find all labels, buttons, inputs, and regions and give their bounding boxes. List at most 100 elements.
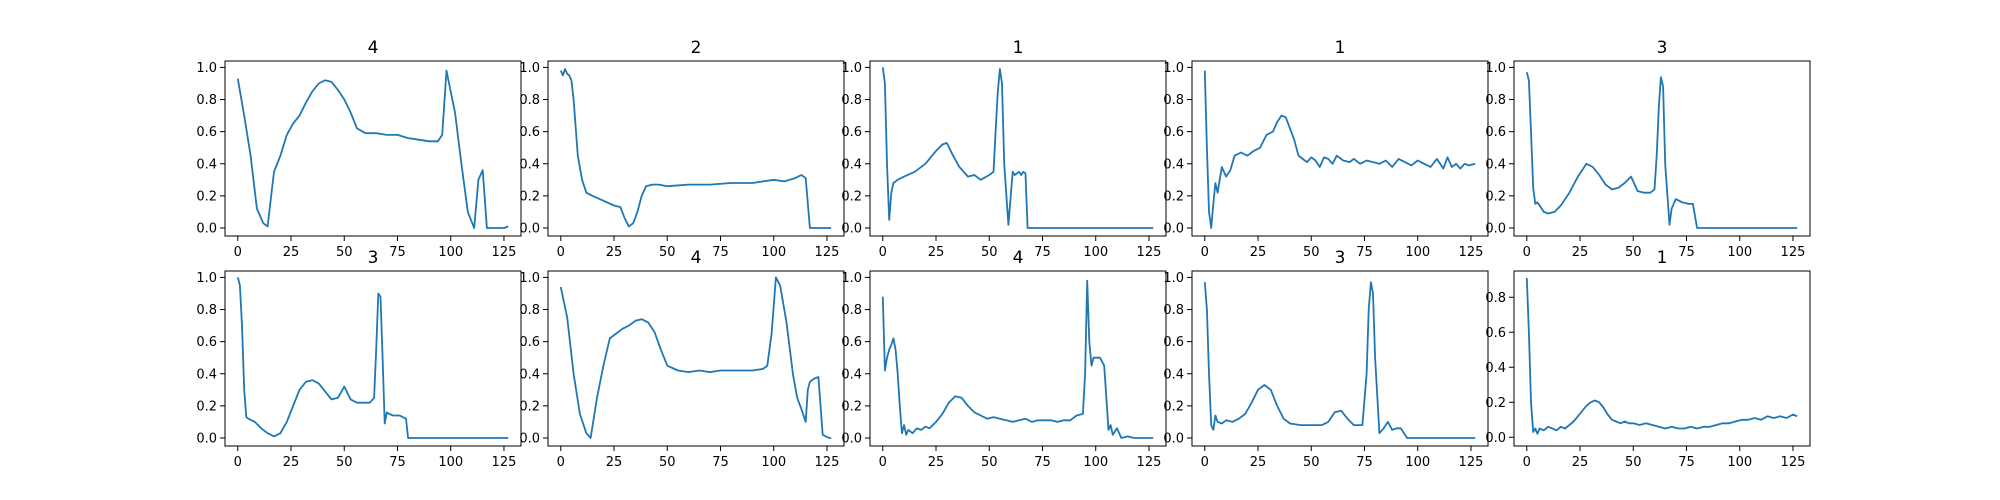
y-tick-label: 1.0 <box>1163 271 1184 286</box>
subplot-2: 2 0 25 50 75 100 125 0.0 0.2 0.4 0.6 0.8 1.0 <box>519 38 845 260</box>
x-tick-label: 75 <box>1034 245 1051 260</box>
x-tick-label: 25 <box>283 455 300 470</box>
x-tick-label: 100 <box>1727 455 1752 470</box>
axes-frame <box>1191 60 1489 237</box>
subplot-8: 4 0 25 50 75 100 125 0.0 0.2 0.4 0.6 0.8 1.0 <box>841 248 1167 470</box>
series-line <box>881 279 1154 439</box>
x-tick-label: 125 <box>1459 455 1484 470</box>
x-tick-label: 100 <box>1083 245 1108 260</box>
y-tick-label: 0.4 <box>519 157 540 172</box>
subplot-7: 4 0 25 50 75 100 125 0.0 0.2 0.4 0.6 0.8 1.0 <box>519 248 845 470</box>
axes-frame <box>1513 60 1811 237</box>
x-tick-label: 0 <box>557 455 565 470</box>
y-tick-label: 0.0 <box>1163 221 1184 236</box>
y-tick-label: 0.2 <box>196 189 217 204</box>
axes-frame <box>547 60 845 237</box>
x-tick-label: 50 <box>336 245 353 260</box>
x-tick-label: 125 <box>1781 455 1806 470</box>
y-tick-label: 0.6 <box>519 125 540 140</box>
x-tick-label: 0 <box>1523 455 1531 470</box>
x-tick-label: 50 <box>1303 245 1320 260</box>
y-tick-label: 0.0 <box>841 431 862 446</box>
subplot-9: 3 0 25 50 75 100 125 0.0 0.2 0.4 0.6 0.8 1.0 <box>1163 248 1489 470</box>
x-tick-label: 100 <box>1083 455 1108 470</box>
y-tick-label: 1.0 <box>841 61 862 76</box>
x-tick-label: 100 <box>761 455 786 470</box>
series-line <box>1203 70 1476 229</box>
y-tick-label: 0.2 <box>519 189 540 204</box>
y-tick-label: 0.2 <box>196 399 217 414</box>
y-tick-label: 0.8 <box>196 303 217 318</box>
x-tick-label: 75 <box>389 245 406 260</box>
y-tick-label: 0.0 <box>519 221 540 236</box>
x-tick-label: 125 <box>1137 455 1162 470</box>
subplot-title: 2 <box>691 38 702 58</box>
x-tick-label: 25 <box>1572 455 1589 470</box>
y-tick-label: 1.0 <box>196 271 217 286</box>
x-tick-label: 50 <box>1625 455 1642 470</box>
y-tick-label: 0.4 <box>841 157 862 172</box>
x-tick-label: 50 <box>659 245 676 260</box>
y-tick-label: 0.2 <box>1163 189 1184 204</box>
y-tick-label: 0.6 <box>519 335 540 350</box>
y-tick-label: 0.6 <box>1163 125 1184 140</box>
x-tick-label: 0 <box>1201 455 1209 470</box>
x-tick-label: 50 <box>1625 245 1642 260</box>
y-tick-label: 0.6 <box>1485 326 1506 341</box>
y-tick-label: 0.4 <box>1485 361 1506 376</box>
y-tick-label: 0.0 <box>196 221 217 236</box>
x-tick-label: 125 <box>1459 245 1484 260</box>
y-tick-label: 0.6 <box>196 335 217 350</box>
axes-frame <box>224 60 522 237</box>
subplot-title: 3 <box>1335 248 1346 268</box>
y-tick-label: 0.0 <box>1163 431 1184 446</box>
y-tick-label: 0.2 <box>1485 189 1506 204</box>
x-tick-label: 75 <box>1356 245 1373 260</box>
y-tick-label: 0.4 <box>1163 367 1184 382</box>
x-tick-label: 50 <box>1303 455 1320 470</box>
series-line <box>881 67 1154 229</box>
y-tick-label: 0.0 <box>1485 431 1506 446</box>
x-tick-label: 100 <box>1405 455 1430 470</box>
y-tick-label: 0.4 <box>1485 157 1506 172</box>
x-tick-label: 25 <box>1250 455 1267 470</box>
y-tick-label: 0.4 <box>196 157 217 172</box>
x-tick-label: 50 <box>981 455 998 470</box>
x-tick-label: 0 <box>1523 245 1531 260</box>
y-tick-label: 0.8 <box>841 303 862 318</box>
y-tick-label: 1.0 <box>841 271 862 286</box>
y-tick-label: 0.6 <box>841 335 862 350</box>
axes-frame <box>224 270 522 447</box>
subplot-6: 3 0 25 50 75 100 125 0.0 0.2 0.4 0.6 0.8 1.0 <box>196 248 522 470</box>
x-tick-label: 75 <box>1034 455 1051 470</box>
x-tick-label: 125 <box>815 245 840 260</box>
y-tick-label: 0.2 <box>1485 396 1506 411</box>
x-tick-label: 50 <box>336 455 353 470</box>
subplot-5: 3 0 25 50 75 100 125 0.0 0.2 0.4 0.6 0.8 1.0 <box>1485 38 1811 260</box>
x-tick-label: 125 <box>1137 245 1162 260</box>
x-tick-label: 75 <box>1678 245 1695 260</box>
y-tick-label: 0.4 <box>196 367 217 382</box>
y-tick-label: 0.0 <box>841 221 862 236</box>
y-tick-label: 0.8 <box>519 93 540 108</box>
x-tick-label: 100 <box>438 245 463 260</box>
subplot-title: 1 <box>1335 38 1346 58</box>
y-tick-label: 0.6 <box>841 125 862 140</box>
series-line <box>236 277 509 439</box>
x-tick-label: 0 <box>557 245 565 260</box>
y-tick-label: 0.2 <box>841 189 862 204</box>
y-tick-label: 0.0 <box>196 431 217 446</box>
y-tick-label: 0.8 <box>1163 303 1184 318</box>
x-tick-label: 25 <box>606 455 623 470</box>
y-tick-label: 0.4 <box>519 367 540 382</box>
axes-frame <box>547 270 845 447</box>
subplot-title: 4 <box>368 38 379 58</box>
x-tick-label: 125 <box>492 455 517 470</box>
x-tick-label: 0 <box>1201 245 1209 260</box>
y-tick-label: 1.0 <box>196 61 217 76</box>
x-tick-label: 25 <box>606 245 623 260</box>
y-tick-label: 0.2 <box>1163 399 1184 414</box>
y-tick-label: 1.0 <box>1485 61 1506 76</box>
x-tick-label: 75 <box>389 455 406 470</box>
subplot-3: 1 0 25 50 75 100 125 0.0 0.2 0.4 0.6 0.8 1.0 <box>841 38 1167 260</box>
